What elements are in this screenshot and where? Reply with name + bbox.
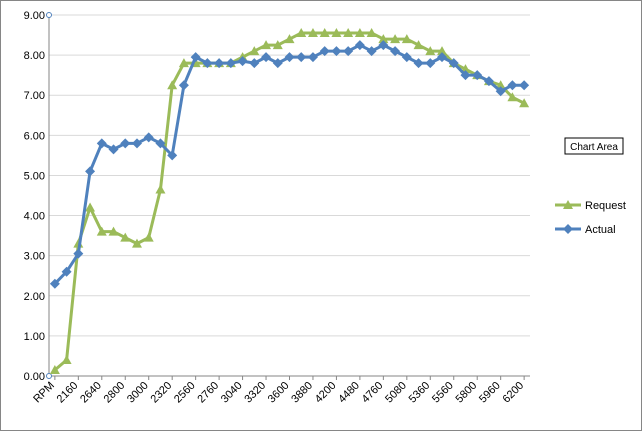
marker xyxy=(343,28,354,38)
marker xyxy=(354,40,365,51)
marker xyxy=(261,40,272,50)
marker xyxy=(437,46,448,56)
marker xyxy=(425,46,436,56)
marker xyxy=(49,364,60,374)
marker xyxy=(307,28,318,38)
marker xyxy=(472,70,483,81)
marker xyxy=(272,58,283,69)
marker xyxy=(378,34,389,44)
marker xyxy=(425,58,436,69)
marker xyxy=(131,138,142,149)
y-tick-label: 3.00 xyxy=(24,251,45,263)
marker xyxy=(85,166,96,177)
marker xyxy=(519,80,530,91)
marker xyxy=(120,138,131,149)
marker xyxy=(437,52,448,63)
marker xyxy=(495,86,506,97)
y-tick-label: 6.00 xyxy=(24,130,45,142)
marker xyxy=(483,76,494,87)
y-tick-label: 9.00 xyxy=(24,10,45,22)
marker xyxy=(519,98,530,108)
marker xyxy=(61,266,72,277)
marker xyxy=(390,34,401,44)
y-tick-label: 7.00 xyxy=(24,90,45,102)
marker xyxy=(261,52,272,63)
selection-handle xyxy=(46,373,52,379)
marker xyxy=(413,58,424,69)
marker xyxy=(249,58,260,69)
marker xyxy=(307,52,318,63)
marker xyxy=(190,52,201,63)
marker xyxy=(460,70,471,81)
marker xyxy=(178,58,189,68)
legend-label: Actual xyxy=(585,224,616,236)
marker xyxy=(167,80,178,90)
marker xyxy=(284,34,295,44)
marker xyxy=(85,202,96,212)
y-tick-label: 5.00 xyxy=(24,170,45,182)
marker xyxy=(131,238,142,248)
marker xyxy=(401,34,412,44)
marker xyxy=(96,226,107,236)
marker xyxy=(343,46,354,57)
marker xyxy=(366,28,377,38)
marker xyxy=(249,46,260,56)
marker xyxy=(155,138,166,149)
marker xyxy=(319,46,330,57)
marker xyxy=(155,184,166,194)
y-tick-label: 8.00 xyxy=(24,50,45,62)
marker xyxy=(143,232,154,242)
marker xyxy=(378,40,389,51)
marker xyxy=(214,58,225,69)
y-tick-label: 0.00 xyxy=(24,371,45,383)
marker xyxy=(401,52,412,63)
marker xyxy=(319,28,330,38)
marker xyxy=(167,150,178,161)
marker xyxy=(390,46,401,57)
marker xyxy=(49,278,60,289)
marker xyxy=(143,132,154,143)
marker xyxy=(284,52,295,63)
marker xyxy=(507,80,518,91)
marker xyxy=(202,58,213,69)
marker xyxy=(225,58,236,69)
marker xyxy=(495,80,506,90)
marker xyxy=(108,144,119,155)
marker xyxy=(96,138,107,149)
marker xyxy=(73,248,84,259)
y-tick-label: 1.00 xyxy=(24,331,45,343)
marker xyxy=(61,354,72,364)
marker xyxy=(448,58,459,69)
marker xyxy=(108,226,119,236)
marker xyxy=(354,28,365,38)
marker xyxy=(272,40,283,50)
tooltip: Chart Area xyxy=(570,142,618,153)
marker xyxy=(331,46,342,57)
legend-marker xyxy=(563,200,573,209)
y-tick-label: 2.00 xyxy=(24,291,45,303)
marker xyxy=(507,92,518,102)
marker xyxy=(331,28,342,38)
marker xyxy=(120,232,131,242)
legend-label: Request xyxy=(585,200,626,212)
marker xyxy=(296,28,307,38)
tooltip-box xyxy=(564,137,624,155)
y-tick-label: 4.00 xyxy=(24,211,45,223)
marker xyxy=(178,80,189,91)
marker xyxy=(237,56,248,67)
marker xyxy=(296,52,307,63)
legend-marker xyxy=(563,224,573,234)
marker xyxy=(413,40,424,50)
marker xyxy=(366,46,377,57)
selection-handle xyxy=(46,12,52,18)
